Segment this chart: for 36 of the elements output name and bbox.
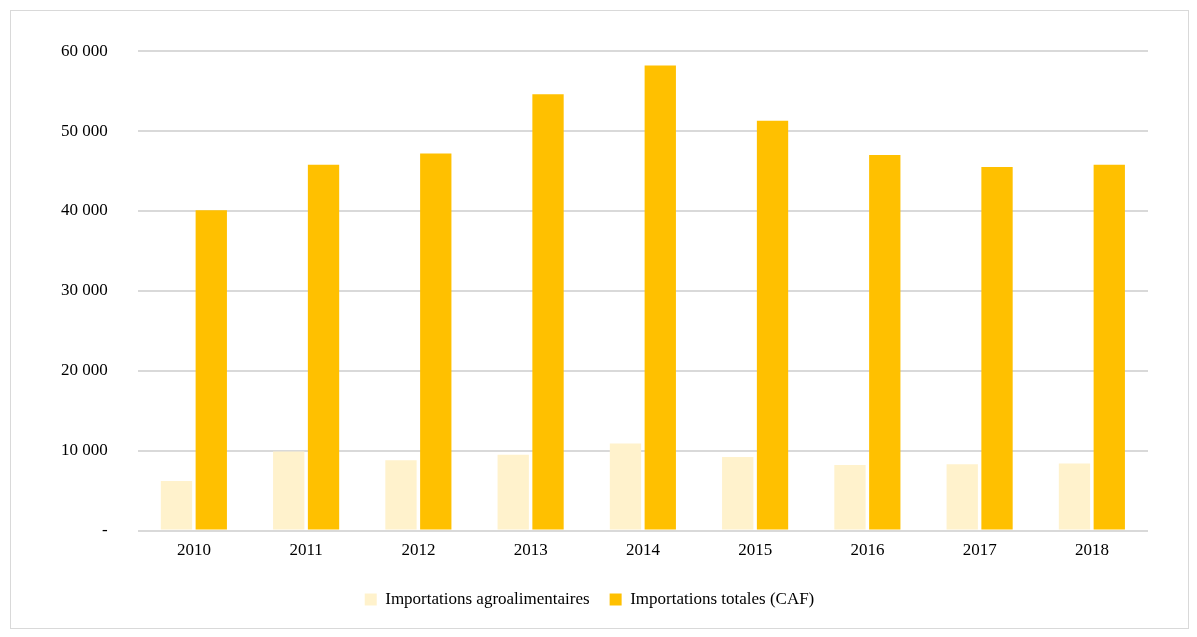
x-tick-label: 2018: [1074, 540, 1109, 560]
bar: [307, 164, 340, 530]
x-tick-label: 2013: [513, 540, 548, 560]
y-tick-label: 20 000: [61, 360, 108, 380]
x-tick-label: 2016: [850, 540, 885, 560]
bar: [273, 451, 305, 530]
bar: [195, 210, 227, 530]
bar: [981, 167, 1013, 530]
bar: [756, 120, 789, 530]
bar: [722, 457, 754, 530]
legend-label: Importations totales (CAF): [630, 588, 815, 608]
y-tick-label: 40 000: [61, 200, 108, 220]
bar: [1093, 164, 1125, 530]
bar: [1058, 463, 1091, 530]
bar: [160, 481, 193, 530]
bar: [946, 464, 978, 530]
x-tick-label: 2014: [625, 540, 661, 560]
bar: [869, 155, 901, 530]
y-tick-label: 30 000: [61, 280, 108, 300]
y-tick-label: 60 000: [61, 40, 108, 60]
x-tick-label: 2010: [176, 540, 211, 560]
y-tick-label: 50 000: [61, 120, 108, 140]
bar: [834, 465, 866, 530]
x-tick-label: 2015: [738, 540, 773, 560]
bar: [609, 443, 642, 530]
bar: [532, 94, 564, 530]
bar: [385, 460, 417, 530]
legend-label: Importations agroalimentaires: [385, 588, 590, 608]
x-tick-label: 2017: [962, 540, 998, 560]
bar: [497, 454, 529, 530]
x-tick-label: 2011: [289, 540, 323, 560]
y-tick-label: 10 000: [61, 440, 108, 460]
bar: [420, 153, 452, 530]
x-tick-label: 2012: [401, 540, 436, 560]
bar: [644, 65, 676, 530]
y-tick-label: -: [102, 520, 109, 540]
